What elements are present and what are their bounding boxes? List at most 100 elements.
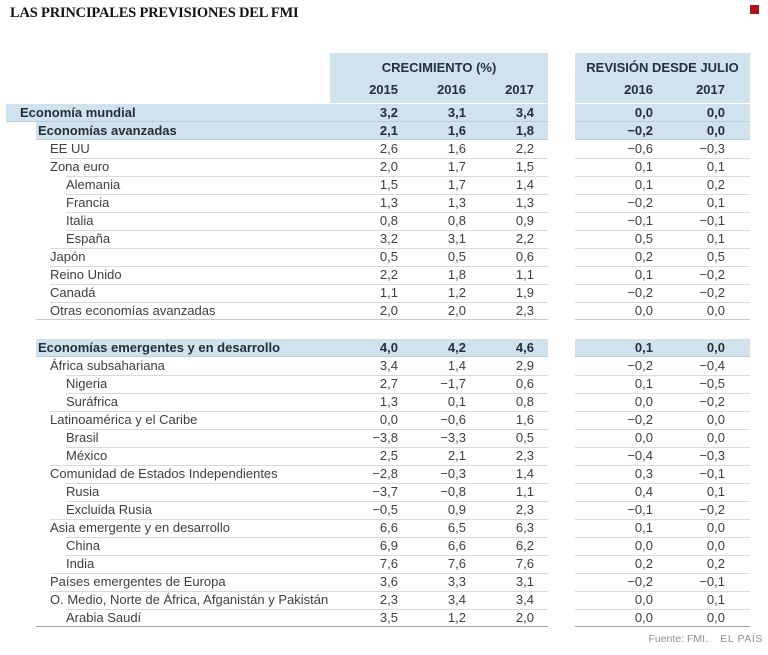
growth-value: 1,8 [515,123,534,138]
growth-value: 3,1 [447,231,466,246]
revision-value: −0,4 [699,358,725,373]
row-highlight [575,122,750,140]
growth-value: 2,3 [515,448,534,463]
row-divider [50,158,548,159]
revision-value: 0,2 [706,556,725,571]
row-divider [575,573,750,574]
revision-value: −0,1 [627,502,653,517]
revision-value: 0,1 [634,177,653,192]
row-label: Excluida Rusia [66,502,152,517]
row-divider [575,194,750,195]
row-divider [66,194,548,195]
growth-value: 0,9 [447,502,466,517]
growth-value: 6,6 [379,520,398,535]
revision-value: −0,1 [699,466,725,481]
row-highlight [575,339,750,357]
table-row: Francia 1,3 1,3 1,3 −0,2 0,1 [0,194,768,212]
row-divider [66,609,548,610]
table-body: Economía mundial 3,2 3,1 3,4 0,0 0,0 Economías… [0,104,768,627]
revision-value: −0,2 [627,412,653,427]
table-row: Rusia −3,7 −0,8 1,1 0,4 0,1 [0,483,768,501]
growth-value: 6,6 [447,538,466,553]
growth-value: 3,4 [515,105,534,120]
revision-value: 0,0 [706,123,725,138]
table-row: O. Medio, Norte de África, Afganistán y … [0,591,768,609]
row-divider [575,501,750,502]
growth-value: 0,5 [515,430,534,445]
growth-value: 1,6 [447,123,466,138]
growth-value: 0,6 [515,249,534,264]
revision-value: 0,0 [634,105,653,120]
row-divider [50,591,548,592]
table-row: España 3,2 3,1 2,2 0,5 0,1 [0,230,768,248]
row-divider [66,393,548,394]
row-divider [575,519,750,520]
revision-value: 0,1 [634,159,653,174]
growth-value: 3,2 [379,105,398,120]
revision-value: 0,1 [634,376,653,391]
growth-value: 1,4 [515,177,534,192]
row-divider [66,429,548,430]
growth-value: 2,0 [447,303,466,318]
row-label: México [66,448,108,463]
row-label: O. Medio, Norte de África, Afganistán y … [50,592,329,607]
row-label: Francia [66,195,110,210]
revision-value: −0,6 [627,141,653,156]
source-note: Fuente: FMI. [648,633,708,645]
growth-value: 0,5 [379,249,398,264]
growth-value: −3,3 [440,430,466,445]
growth-value: 2,9 [515,358,534,373]
row-divider [575,591,750,592]
row-divider [575,393,750,394]
revision-value: 0,0 [706,303,725,318]
table-row: Japón 0,5 0,5 0,6 0,2 0,5 [0,248,768,266]
growth-value: 1,5 [379,177,398,192]
row-label: Otras economías avanzadas [50,303,216,318]
revision-value: 0,1 [706,231,725,246]
row-label: Comunidad de Estados Independientes [50,466,278,481]
revision-value: −0,2 [627,195,653,210]
growth-value: 1,8 [447,267,466,282]
row-label: Zona euro [50,159,110,174]
row-label: EE UU [50,141,90,156]
revision-value: −0,3 [699,448,725,463]
growth-value: 1,4 [447,358,466,373]
row-divider [50,411,548,412]
revision-value: 0,0 [706,105,725,120]
growth-value: −0,5 [372,502,398,517]
table-row: Nigeria 2,7 −1,7 0,6 0,1 −0,5 [0,375,768,393]
row-divider [575,248,750,249]
growth-value: −1,7 [440,376,466,391]
table-row: Arabia Saudí 3,5 1,2 2,0 0,0 0,0 [0,609,768,627]
table-row: Brasil −3,8 −3,3 0,5 0,0 0,0 [0,429,768,447]
section-gap [0,320,768,339]
table-row: Canadá 1,1 1,2 1,9 −0,2 −0,2 [0,284,768,302]
growth-value: 2,2 [379,267,398,282]
growth-value: 1,5 [515,159,534,174]
growth-value: 1,2 [447,610,466,625]
row-divider [575,626,750,627]
revision-value: 0,0 [706,412,725,427]
row-divider [575,284,750,285]
growth-value: 3,2 [379,231,398,246]
revision-value: 0,1 [634,267,653,282]
revision-header-title: REVISIÓN DESDE JULIO [586,60,739,75]
revision-value: 0,2 [634,249,653,264]
growth-value: 3,1 [447,105,466,120]
growth-value: 1,3 [447,195,466,210]
row-divider [575,302,750,303]
row-divider [36,319,548,320]
growth-value: 0,0 [379,412,398,427]
revision-value: 0,0 [634,303,653,318]
row-label: Canadá [50,285,96,300]
revision-value: −0,3 [699,141,725,156]
growth-value: 2,1 [447,448,466,463]
table-row: EE UU 2,6 1,6 2,2 −0,6 −0,3 [0,140,768,158]
revision-value: 0,1 [706,484,725,499]
growth-value: 0,1 [447,394,466,409]
row-label: China [66,538,100,553]
revision-value: 0,1 [634,340,653,355]
row-divider [66,483,548,484]
row-label: Italia [66,213,94,228]
